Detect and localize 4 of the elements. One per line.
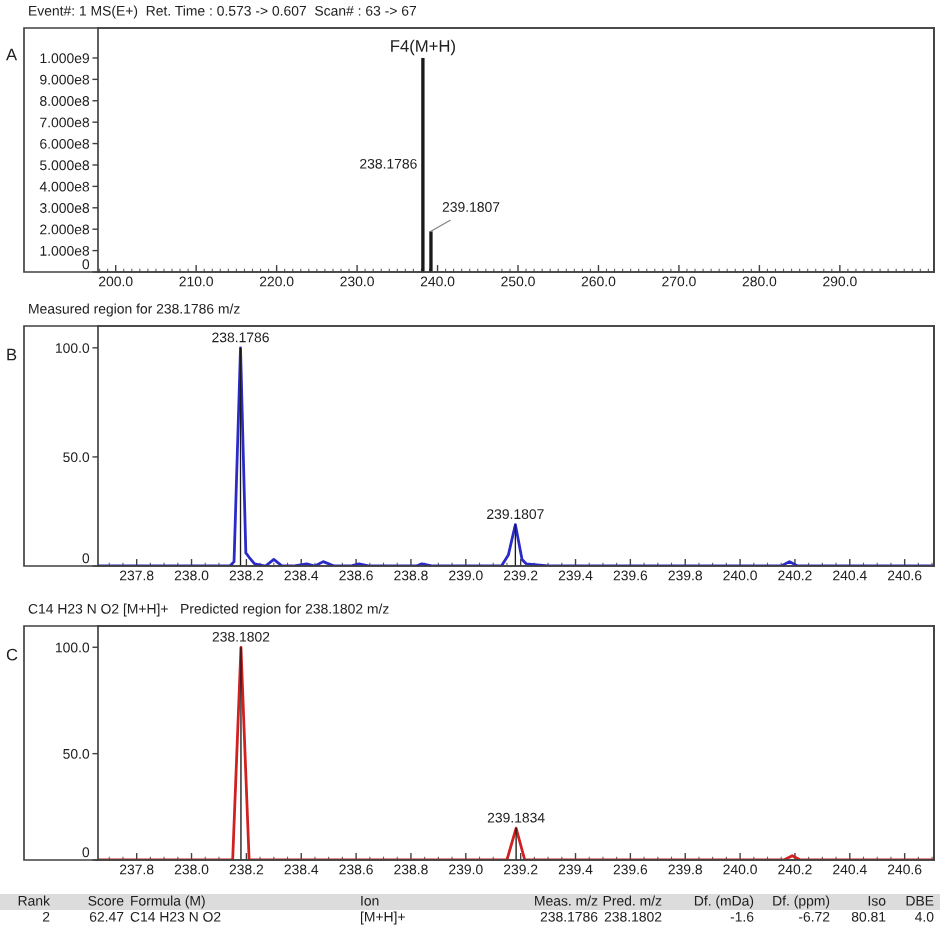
text: C (6, 648, 18, 661)
text: A (6, 48, 18, 61)
text: B (7, 348, 17, 361)
annotation: F4(M+H) (391, 39, 455, 56)
